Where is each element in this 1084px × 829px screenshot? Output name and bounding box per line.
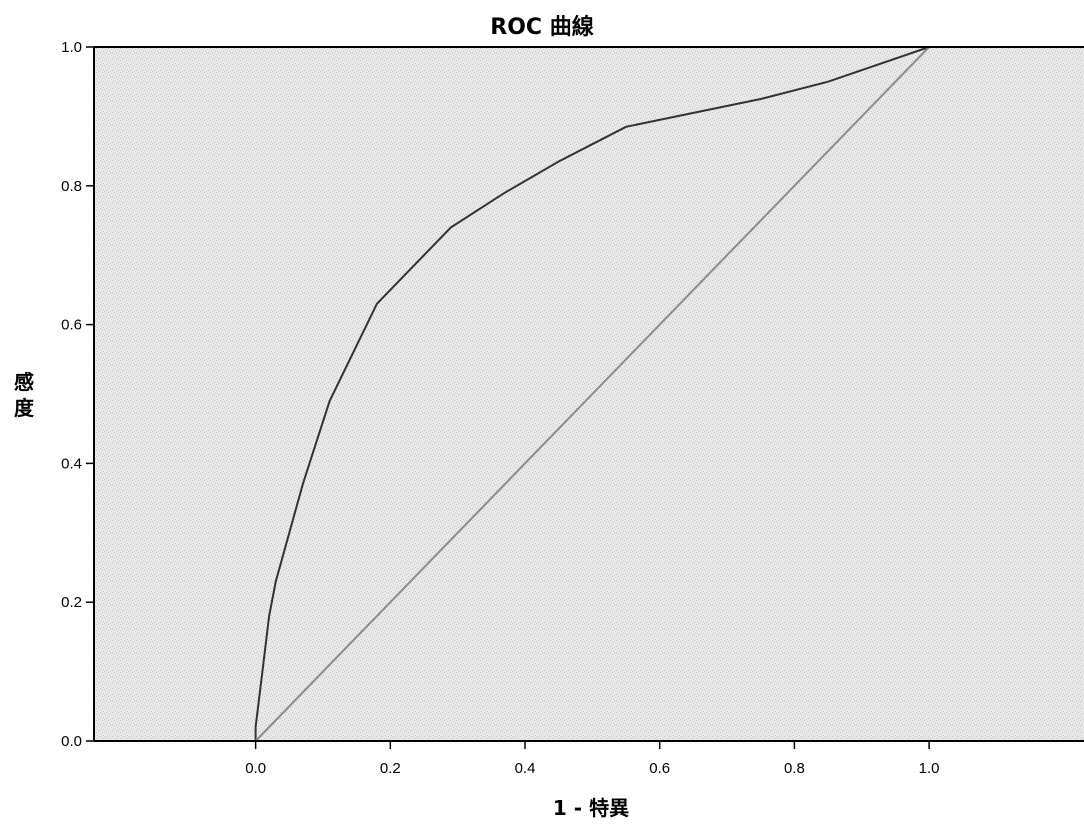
y-tick-label: 0.6	[61, 317, 82, 334]
y-axis-ticks: 0.0 0.2 0.4 0.6 0.8 1.0	[61, 39, 94, 750]
x-axis-title: 1 - 特異	[553, 796, 629, 820]
y-tick-label: 0.2	[61, 594, 82, 611]
x-tick-label: 0.6	[649, 760, 670, 777]
x-axis-ticks: 0.0 0.2 0.4 0.6 0.8 1.0	[245, 741, 940, 777]
y-tick-label: 0.4	[61, 455, 82, 472]
series-layer	[254, 46, 930, 742]
plot-area	[94, 47, 1084, 741]
x-tick-label: 0.4	[515, 760, 536, 777]
chart-title: ROC 曲線	[490, 14, 593, 40]
y-tick-label: 0.8	[61, 178, 82, 195]
y-tick-label: 0.0	[61, 733, 82, 750]
y-axis-title-char: 感	[14, 370, 34, 394]
x-tick-label: 0.0	[245, 760, 266, 777]
y-tick-label: 1.0	[61, 39, 82, 56]
y-axis-title: 感度	[14, 370, 35, 420]
x-tick-label: 0.2	[380, 760, 401, 777]
x-tick-label: 1.0	[919, 760, 940, 777]
roc-curve-line	[254, 46, 930, 741]
x-tick-label: 0.8	[784, 760, 805, 777]
y-axis-title-char: 度	[14, 396, 35, 420]
reference-diagonal-line	[254, 46, 930, 742]
